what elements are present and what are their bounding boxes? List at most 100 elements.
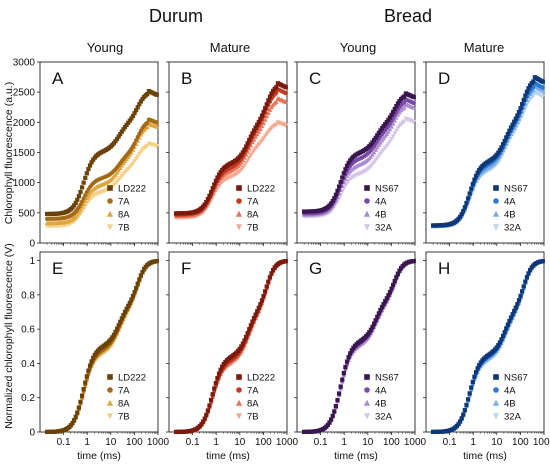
marker-square [521, 97, 526, 102]
marker-square [394, 275, 399, 280]
marker-circle [236, 387, 242, 393]
column-header-durum-young: Young [87, 40, 123, 55]
marker-square [202, 202, 207, 207]
marker-square [395, 271, 401, 276]
marker-square [261, 293, 266, 299]
marker-square [127, 118, 132, 123]
series-32A [430, 259, 546, 435]
legend-label: 7A [118, 386, 130, 397]
marker-square [70, 420, 75, 426]
marker-square [89, 359, 94, 364]
marker-circle [135, 134, 140, 140]
marker-square [247, 327, 252, 332]
marker-square [378, 128, 383, 133]
marker-triangle [392, 117, 398, 123]
marker-triangle-down [246, 155, 252, 161]
marker-square [250, 131, 255, 136]
marker-triangle [144, 124, 150, 129]
legend-label: 4B [375, 399, 387, 410]
marker-triangle [540, 88, 546, 93]
legend-label: 7A [247, 386, 259, 397]
marker-square [267, 275, 273, 280]
marker-square [464, 200, 469, 206]
marker-square [348, 351, 353, 356]
series-4A [430, 259, 545, 435]
marker-triangle-down [154, 143, 160, 149]
marker-square [264, 102, 269, 107]
marker-triangle [387, 126, 393, 132]
marker-square [237, 346, 242, 352]
marker-square [465, 196, 471, 201]
marker-square [258, 302, 263, 307]
marker-square [384, 119, 389, 125]
marker-square [240, 341, 245, 346]
marker-square [269, 91, 274, 96]
marker-square [364, 374, 370, 380]
marker-square [523, 279, 528, 284]
marker-square [121, 127, 126, 132]
y-tick-label: 0.8 [21, 290, 35, 301]
marker-square [518, 293, 523, 298]
marker-square [243, 334, 249, 340]
marker-circle [107, 198, 113, 204]
marker-triangle [76, 209, 82, 215]
marker-square [87, 363, 93, 368]
y-tick-label: 1000 [13, 178, 36, 189]
marker-square [395, 101, 401, 106]
marker-square [126, 303, 131, 308]
marker-square [512, 308, 517, 314]
marker-square [283, 259, 288, 264]
marker-square [531, 79, 536, 84]
marker-square [91, 157, 96, 162]
marker-square [89, 160, 94, 165]
marker-square [81, 180, 86, 185]
series-LD222 [44, 89, 159, 217]
marker-square [245, 141, 250, 146]
marker-square [134, 108, 139, 113]
legend-label: NS67 [504, 373, 528, 384]
marker-square [507, 318, 512, 324]
y-tick-label: 1500 [13, 148, 36, 159]
marker-square [266, 279, 271, 284]
marker-square [242, 147, 247, 152]
marker-square [512, 119, 517, 124]
marker-square [526, 86, 531, 91]
marker-circle [364, 387, 370, 393]
marker-square [119, 316, 124, 321]
marker-square [397, 268, 402, 273]
series-4B [430, 258, 546, 435]
marker-square [250, 319, 255, 324]
marker-square [462, 205, 467, 210]
legend-label: 8A [118, 399, 130, 410]
marker-square [75, 197, 80, 202]
marker-square [81, 386, 86, 392]
marker-square [459, 212, 464, 217]
marker-square [218, 169, 223, 175]
panel-frame [39, 251, 159, 433]
y-tick-label: 3000 [13, 58, 36, 69]
marker-circle [411, 100, 416, 106]
y-tick-label: 0.2 [21, 393, 35, 404]
chart-panel-F: 0.1 1 10 100 1000 time (ms) F LD222 7A 8A 7B [166, 251, 299, 462]
marker-square [504, 135, 509, 140]
marker-square [465, 397, 471, 402]
marker-triangle-down [411, 119, 417, 125]
x-tick-label: 0.1 [443, 437, 457, 448]
marker-square [327, 420, 332, 425]
marker-square [86, 167, 91, 172]
marker-triangle [154, 124, 160, 129]
marker-square [138, 99, 144, 104]
chart-panel-D: D NS67 4A 4B 32A [423, 61, 546, 246]
marker-square [122, 124, 128, 130]
marker-square [469, 385, 474, 390]
marker-square [116, 323, 121, 328]
legend-label: 7A [118, 197, 130, 208]
marker-square [283, 85, 288, 90]
marker-triangle-down [389, 137, 394, 142]
marker-square [381, 301, 386, 307]
marker-square [379, 304, 385, 310]
marker-square [137, 277, 142, 282]
marker-circle [540, 85, 545, 90]
x-tick-label: 100 [126, 437, 143, 448]
series-8A [173, 95, 289, 218]
